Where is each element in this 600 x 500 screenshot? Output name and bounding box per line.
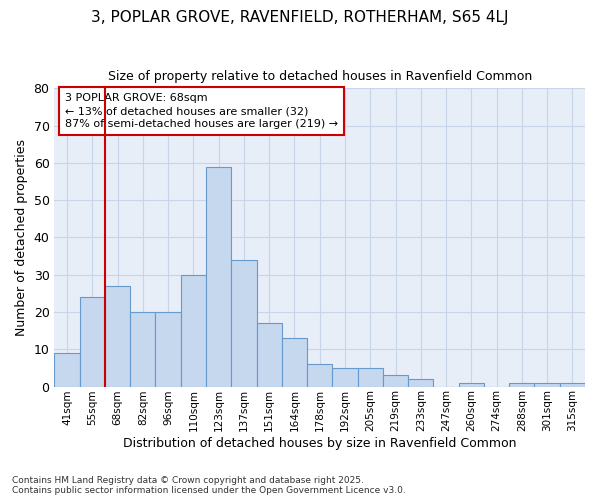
Bar [231,260,257,386]
Bar [560,383,585,386]
Bar [408,379,433,386]
Title: Size of property relative to detached houses in Ravenfield Common: Size of property relative to detached ho… [107,70,532,83]
Bar [383,376,408,386]
Y-axis label: Number of detached properties: Number of detached properties [15,139,28,336]
Bar [282,338,307,386]
Bar [535,383,560,386]
Text: 3, POPLAR GROVE, RAVENFIELD, ROTHERHAM, S65 4LJ: 3, POPLAR GROVE, RAVENFIELD, ROTHERHAM, … [91,10,509,25]
Bar [155,312,181,386]
Bar [130,312,155,386]
Bar [105,286,130,386]
Bar [332,368,358,386]
Bar [80,297,105,386]
Bar [458,383,484,386]
Bar [257,323,282,386]
Bar [307,364,332,386]
Bar [181,274,206,386]
Bar [358,368,383,386]
Text: 3 POPLAR GROVE: 68sqm
← 13% of detached houses are smaller (32)
87% of semi-deta: 3 POPLAR GROVE: 68sqm ← 13% of detached … [65,93,338,129]
X-axis label: Distribution of detached houses by size in Ravenfield Common: Distribution of detached houses by size … [123,437,517,450]
Bar [206,166,231,386]
Text: Contains HM Land Registry data © Crown copyright and database right 2025.
Contai: Contains HM Land Registry data © Crown c… [12,476,406,495]
Bar [509,383,535,386]
Bar [55,353,80,386]
